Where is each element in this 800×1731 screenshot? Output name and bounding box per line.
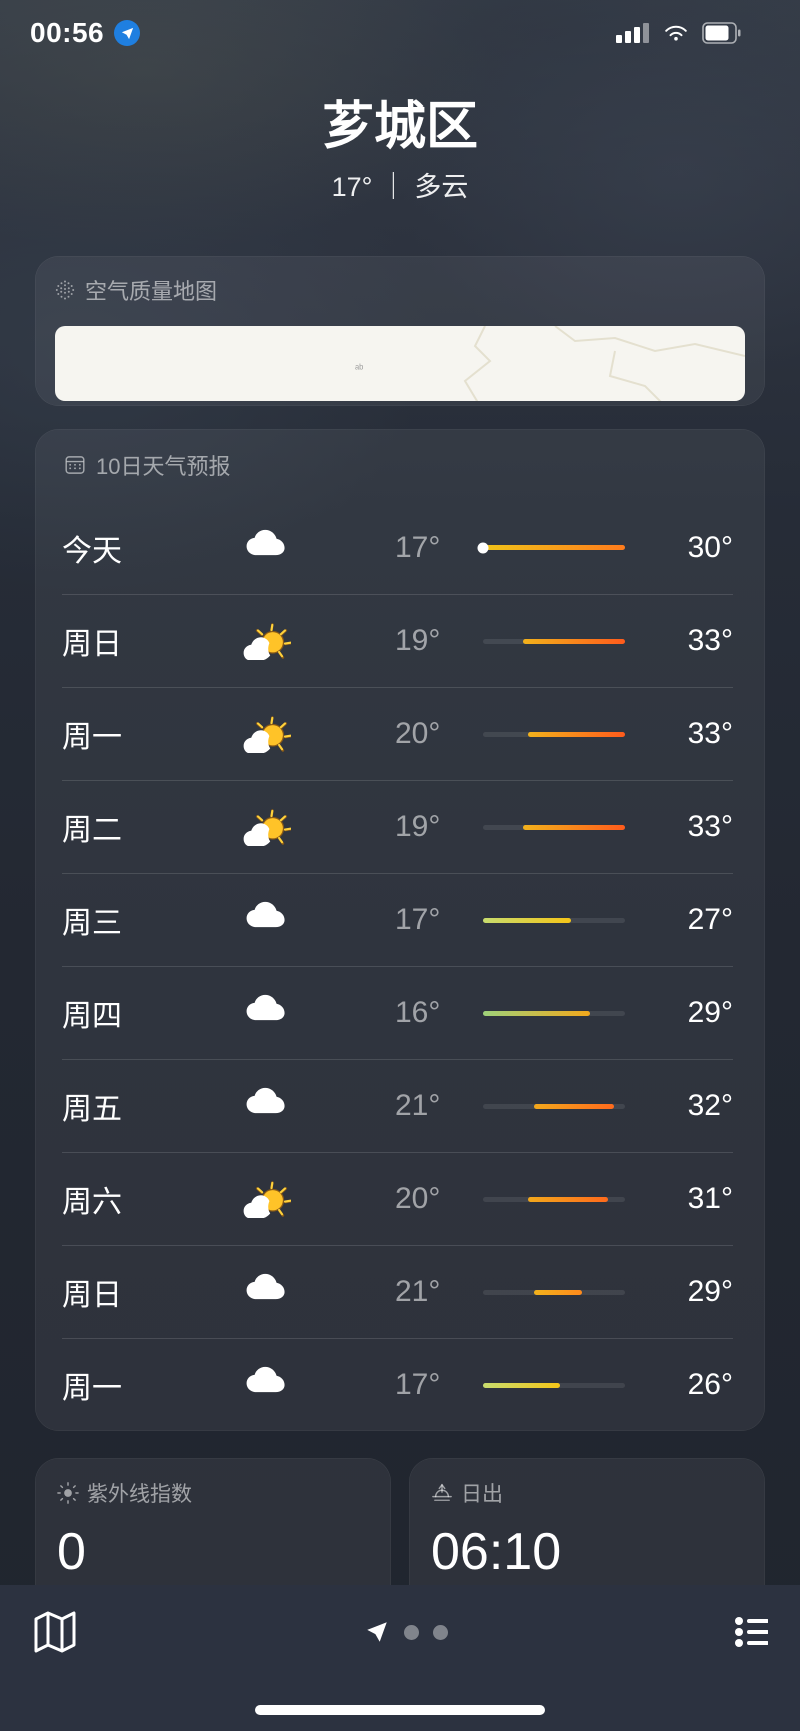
svg-text:ᵃᵇ: ᵃᵇ [355,363,363,375]
